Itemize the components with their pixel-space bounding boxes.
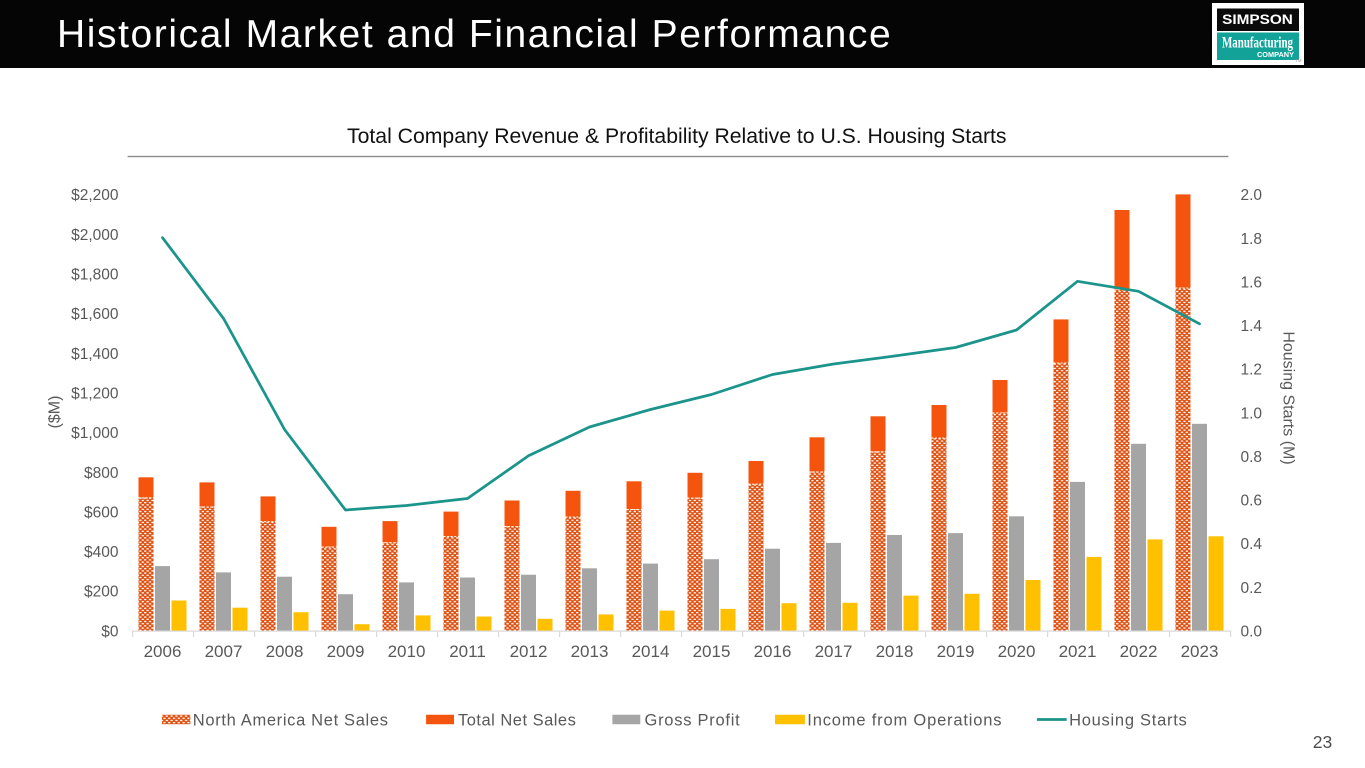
svg-text:1.4: 1.4 — [1241, 318, 1263, 335]
svg-text:2014: 2014 — [632, 642, 670, 661]
svg-text:2008: 2008 — [266, 642, 304, 661]
svg-text:2006: 2006 — [144, 642, 182, 661]
svg-text:1.6: 1.6 — [1241, 274, 1263, 291]
svg-text:$2,000: $2,000 — [71, 227, 119, 244]
svg-text:0.6: 0.6 — [1241, 493, 1263, 510]
svg-text:2010: 2010 — [388, 642, 426, 661]
svg-text:2013: 2013 — [571, 642, 609, 661]
svg-text:23: 23 — [1313, 732, 1332, 752]
svg-text:$1,000: $1,000 — [71, 425, 119, 442]
svg-text:2011: 2011 — [449, 642, 486, 661]
svg-text:$1,800: $1,800 — [71, 267, 119, 284]
svg-text:2016: 2016 — [754, 642, 792, 661]
svg-text:2022: 2022 — [1120, 642, 1158, 661]
svg-text:$400: $400 — [84, 544, 119, 561]
svg-text:$600: $600 — [84, 504, 119, 521]
svg-text:2021: 2021 — [1059, 642, 1097, 661]
svg-text:COMPANY: COMPANY — [1257, 50, 1294, 59]
svg-text:$1,400: $1,400 — [71, 346, 119, 363]
svg-text:2019: 2019 — [937, 642, 975, 661]
svg-text:2.0: 2.0 — [1241, 187, 1263, 204]
svg-text:Manufacturing: Manufacturing — [1222, 34, 1293, 51]
svg-text:TM: TM — [1295, 58, 1302, 63]
svg-text:1.0: 1.0 — [1241, 405, 1263, 422]
svg-text:$0: $0 — [101, 623, 119, 640]
svg-text:$200: $200 — [84, 584, 119, 601]
svg-text:0.8: 0.8 — [1241, 449, 1263, 466]
svg-text:2015: 2015 — [693, 642, 731, 661]
svg-text:1.2: 1.2 — [1241, 362, 1263, 379]
svg-text:Total Net Sales: Total Net Sales — [458, 711, 576, 729]
svg-text:0.2: 0.2 — [1241, 580, 1263, 597]
svg-text:($M): ($M) — [47, 396, 64, 429]
svg-text:2020: 2020 — [998, 642, 1036, 661]
svg-text:$1,200: $1,200 — [71, 385, 119, 402]
svg-text:2018: 2018 — [876, 642, 914, 661]
svg-text:Housing Starts (M): Housing Starts (M) — [1280, 331, 1297, 464]
svg-text:2009: 2009 — [327, 642, 365, 661]
svg-text:$1,600: $1,600 — [71, 306, 119, 323]
svg-text:0.4: 0.4 — [1241, 536, 1263, 553]
svg-text:North America Net Sales: North America Net Sales — [193, 711, 389, 729]
svg-text:2023: 2023 — [1181, 642, 1219, 661]
svg-text:SIMPSON: SIMPSON — [1222, 12, 1293, 27]
svg-text:Total Company Revenue & Profit: Total Company Revenue & Profitability Re… — [347, 125, 1006, 148]
svg-text:Gross Profit: Gross Profit — [645, 711, 741, 729]
svg-text:2007: 2007 — [205, 642, 243, 661]
svg-text:1.8: 1.8 — [1241, 231, 1263, 248]
svg-text:2017: 2017 — [815, 642, 853, 661]
svg-text:Housing Starts: Housing Starts — [1069, 711, 1187, 729]
svg-text:Income from Operations: Income from Operations — [807, 711, 1002, 729]
svg-text:$2,200: $2,200 — [71, 187, 119, 204]
svg-text:2012: 2012 — [510, 642, 548, 661]
svg-text:0.0: 0.0 — [1241, 623, 1263, 640]
svg-text:$800: $800 — [84, 465, 119, 482]
